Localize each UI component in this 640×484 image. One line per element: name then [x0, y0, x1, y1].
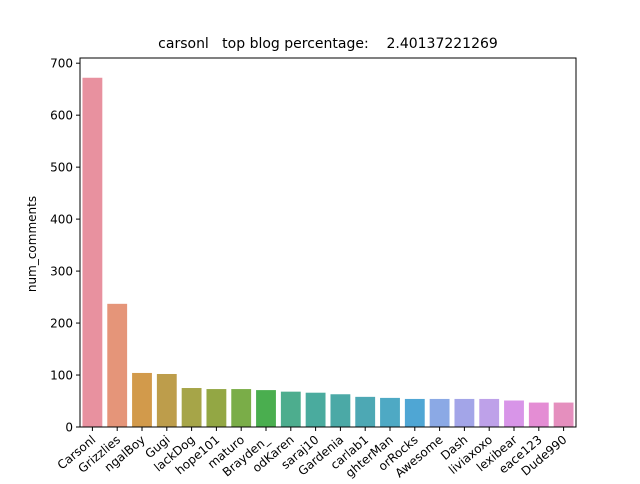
bars-group — [82, 77, 574, 427]
y-tick-label: 400 — [50, 213, 73, 227]
bar-5 — [206, 389, 227, 427]
y-tick-label: 100 — [50, 369, 73, 383]
y-tick-label: 200 — [50, 317, 73, 331]
bar-8 — [280, 391, 301, 427]
bar-11 — [355, 396, 376, 427]
bar-18 — [528, 402, 549, 427]
y-tick-label: 500 — [50, 161, 73, 175]
bar-19 — [553, 402, 574, 427]
bar-0 — [82, 77, 103, 427]
bar-6 — [231, 389, 252, 427]
bar-9 — [305, 392, 326, 427]
y-tick-label: 600 — [50, 109, 73, 123]
bar-15 — [454, 398, 475, 427]
bar-13 — [404, 398, 425, 427]
bar-12 — [380, 397, 400, 427]
bar-3 — [156, 373, 177, 427]
bar-4 — [181, 388, 202, 427]
y-tick-label: 0 — [65, 421, 73, 435]
bar-7 — [256, 390, 276, 427]
y-axis: 0 100 200 300 400 500 600 700 — [50, 57, 80, 435]
bar-10 — [330, 394, 351, 427]
bar-1 — [107, 303, 128, 427]
plot-frame — [79, 57, 577, 428]
y-tick-label: 300 — [50, 265, 73, 279]
y-tick-label: 700 — [50, 57, 73, 71]
x-axis: CarsonlGrizzliesngalBoyGugilackDoghope10… — [55, 427, 570, 480]
y-axis-label: num_comments — [25, 196, 39, 292]
bar-17 — [504, 400, 524, 427]
bar-2 — [132, 372, 152, 427]
bar-14 — [429, 398, 450, 427]
bar-16 — [479, 398, 500, 427]
chart-title: carsonl top blog percentage: 2.401372212… — [158, 36, 498, 52]
